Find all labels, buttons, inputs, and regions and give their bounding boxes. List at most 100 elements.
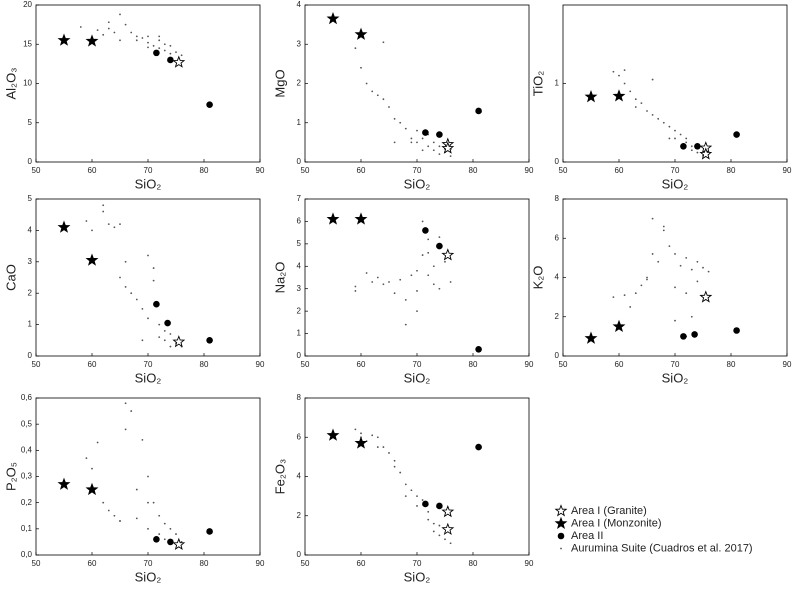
legend-label: Area I (Granite) bbox=[571, 505, 647, 517]
legend-label: Aurumina Suite (Cuadros et al. 2017) bbox=[571, 542, 753, 554]
marker bbox=[690, 315, 693, 318]
x-axis-label: SiO₂ bbox=[135, 569, 162, 584]
marker bbox=[354, 285, 357, 288]
x-tick-label: 70 bbox=[144, 559, 153, 568]
marker bbox=[421, 137, 424, 140]
y-tick-label: 0,1 bbox=[21, 524, 33, 533]
marker bbox=[685, 141, 688, 144]
marker bbox=[365, 82, 368, 85]
marker bbox=[158, 35, 161, 38]
legend-marker bbox=[554, 504, 568, 517]
marker bbox=[449, 155, 452, 158]
marker bbox=[169, 52, 172, 55]
marker bbox=[640, 102, 643, 105]
marker bbox=[57, 33, 71, 46]
marker bbox=[427, 251, 430, 254]
marker bbox=[141, 37, 144, 39]
marker bbox=[206, 337, 213, 344]
marker bbox=[421, 254, 424, 256]
x-tick-label: 90 bbox=[525, 166, 534, 175]
marker bbox=[158, 533, 161, 535]
legend-marker bbox=[560, 547, 562, 550]
marker bbox=[438, 153, 441, 156]
x-tick-label: 90 bbox=[256, 559, 265, 568]
marker bbox=[427, 510, 430, 513]
x-tick-label: 60 bbox=[357, 166, 366, 175]
marker bbox=[640, 284, 643, 287]
marker bbox=[410, 489, 413, 492]
marker bbox=[175, 533, 177, 535]
x-tick-label: 60 bbox=[88, 360, 97, 369]
y-tick-label: 0 bbox=[555, 157, 560, 166]
marker bbox=[475, 345, 482, 353]
y-tick-label: 2 bbox=[555, 312, 560, 321]
marker bbox=[393, 117, 396, 120]
x-tick-label: 70 bbox=[144, 360, 153, 369]
marker bbox=[685, 256, 688, 259]
marker bbox=[696, 151, 699, 154]
y-axis-label: MgO bbox=[272, 69, 287, 97]
marker bbox=[662, 121, 665, 124]
marker bbox=[702, 266, 704, 269]
marker bbox=[147, 46, 149, 49]
marker bbox=[163, 329, 166, 332]
x-tick-label: 80 bbox=[200, 559, 209, 568]
marker bbox=[393, 141, 396, 144]
marker bbox=[674, 137, 676, 140]
y-axis-label: TiO₂ bbox=[530, 71, 545, 97]
plot-frame bbox=[304, 397, 530, 556]
y-tick-label: 1 bbox=[297, 329, 302, 338]
marker bbox=[206, 528, 213, 535]
marker bbox=[135, 35, 138, 38]
legend-item: Area I (Monzonite) bbox=[554, 516, 661, 529]
marker bbox=[694, 143, 701, 150]
marker bbox=[690, 145, 693, 148]
marker bbox=[158, 514, 161, 517]
marker bbox=[102, 210, 105, 213]
y-tick-label: 7 bbox=[297, 194, 302, 203]
y-tick-label: 4 bbox=[28, 226, 33, 235]
marker bbox=[432, 530, 435, 533]
marker bbox=[388, 281, 390, 283]
marker bbox=[85, 482, 99, 496]
x-tick-label: 90 bbox=[525, 559, 534, 568]
plot-frame bbox=[562, 198, 788, 357]
marker bbox=[674, 286, 676, 289]
y-tick-label: 0,5 bbox=[21, 419, 33, 428]
x-tick-label: 50 bbox=[301, 360, 310, 369]
marker bbox=[152, 279, 155, 282]
marker bbox=[153, 49, 160, 57]
y-tick-label: 6 bbox=[297, 217, 302, 226]
marker bbox=[163, 522, 166, 525]
marker bbox=[699, 290, 713, 303]
marker bbox=[404, 483, 407, 486]
marker bbox=[416, 310, 418, 313]
marker bbox=[376, 276, 379, 279]
y-tick-label: 4 bbox=[297, 472, 302, 481]
marker bbox=[124, 428, 127, 431]
y-tick-label: 10 bbox=[23, 79, 32, 88]
marker bbox=[354, 290, 357, 292]
marker bbox=[172, 335, 186, 348]
marker bbox=[326, 212, 340, 225]
marker bbox=[141, 308, 144, 310]
x-tick-label: 50 bbox=[32, 360, 41, 369]
y-axis-label: K₂O bbox=[530, 266, 545, 290]
y-tick-label: 0 bbox=[297, 157, 302, 166]
marker bbox=[404, 127, 407, 130]
x-tick-label: 80 bbox=[469, 559, 478, 568]
marker bbox=[416, 290, 418, 292]
marker bbox=[651, 78, 654, 81]
marker bbox=[107, 223, 110, 226]
marker bbox=[422, 129, 429, 136]
marker bbox=[113, 514, 116, 517]
marker bbox=[416, 141, 418, 144]
marker bbox=[421, 220, 424, 223]
y-tick-label: 0 bbox=[28, 351, 33, 360]
marker bbox=[612, 89, 626, 102]
marker bbox=[326, 428, 340, 441]
marker bbox=[163, 43, 166, 46]
marker bbox=[657, 260, 660, 263]
marker bbox=[475, 107, 482, 115]
marker bbox=[668, 245, 671, 248]
